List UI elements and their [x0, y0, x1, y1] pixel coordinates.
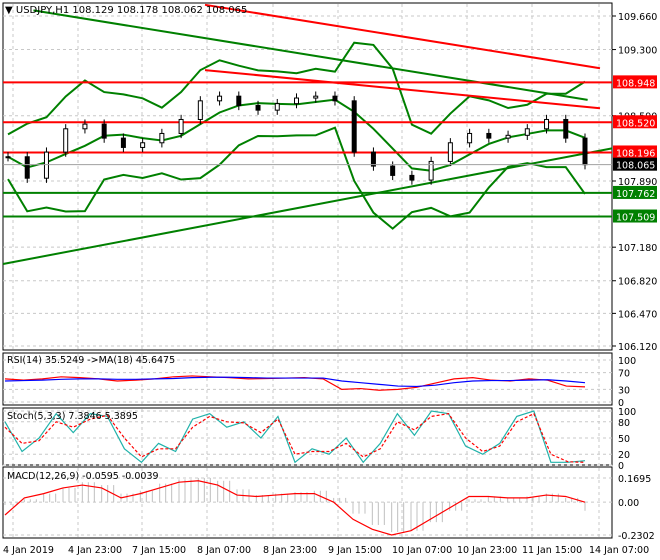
- candle-body: [428, 160, 434, 181]
- current-price-badge: [613, 157, 657, 171]
- ohlc-open: 108.129: [72, 5, 114, 16]
- candle-body: [120, 137, 126, 148]
- candle-body: [5, 156, 11, 159]
- y-tick-label: 106.820: [618, 277, 657, 288]
- trendline: [204, 69, 601, 110]
- level-badge: [613, 75, 657, 89]
- candle-body: [447, 142, 453, 162]
- candle-body: [370, 151, 376, 167]
- level-value: 108.520: [616, 118, 655, 129]
- level-badge: [613, 209, 657, 223]
- rsi-ma-line: [4, 376, 586, 388]
- candle-body: [563, 118, 569, 139]
- y-tick-label: -0.2302: [618, 531, 655, 542]
- y-tick-label: 0: [618, 398, 624, 409]
- candle-body: [178, 118, 184, 134]
- candle-body: [140, 142, 146, 148]
- panel-border-2: [2, 407, 613, 466]
- y-tick-label: 30: [618, 385, 630, 396]
- y-tick-label: 0.00: [618, 498, 639, 509]
- x-tick-label: 9 Jan 15:00: [328, 545, 382, 556]
- candle-body: [332, 95, 338, 102]
- panel-border-1: [2, 352, 613, 406]
- rsi-label: RSI(14) 35.5249 ->MA(18) 45.6475: [7, 355, 176, 366]
- x-tick-label: 7 Jan 15:00: [132, 545, 186, 556]
- y-tick-label: 0.1695: [618, 474, 651, 485]
- y-tick-label: 100: [618, 407, 636, 418]
- y-tick-label: 80: [618, 418, 630, 429]
- collapse-arrow-icon[interactable]: ▼: [5, 5, 13, 16]
- macd-signal-line: [4, 480, 586, 536]
- candle-body: [159, 132, 165, 144]
- candle-body: [409, 174, 415, 181]
- candle-body: [582, 137, 588, 166]
- chart-header: ▼ USDJPY,H1 108.129 108.178 108.062 108.…: [5, 5, 247, 16]
- candle-body: [467, 132, 473, 144]
- candle-body: [294, 97, 299, 105]
- y-tick-label: 106.470: [618, 309, 657, 320]
- x-tick-label: 10 Jan 23:00: [457, 545, 517, 556]
- bollinger-lower: [7, 126, 586, 230]
- y-tick-label: 109.300: [618, 46, 657, 57]
- x-tick-label: 14 Jan 07:00: [589, 545, 649, 556]
- candle-body: [505, 134, 511, 139]
- level-badge: [613, 185, 657, 199]
- ohlc-high: 108.178: [116, 5, 159, 16]
- trendline: [2, 147, 613, 265]
- candle-body: [24, 156, 30, 179]
- y-tick-label: 106.120: [618, 342, 657, 353]
- bollinger-upper: [7, 41, 586, 136]
- candle-body: [236, 95, 242, 106]
- symbol-title: USDJPY,H1: [15, 5, 70, 16]
- candle-body: [197, 100, 203, 120]
- candle-body: [63, 128, 69, 153]
- stoch-label: Stoch(5,3,3) 7.3846 5.3895: [7, 411, 138, 422]
- panel-border-0: [2, 2, 613, 351]
- candle-body: [351, 100, 357, 153]
- x-tick-label: 10 Jan 07:00: [392, 545, 452, 556]
- candle-body: [486, 132, 492, 139]
- candle-body: [255, 104, 261, 111]
- y-tick-label: 20: [618, 450, 630, 461]
- level-badge: [613, 145, 657, 159]
- level-badge: [613, 115, 657, 129]
- candle-body: [313, 95, 319, 99]
- stoch-main-line: [4, 410, 586, 464]
- ohlc-low: 108.062: [161, 5, 203, 16]
- candle-body: [390, 165, 396, 176]
- current-price-value: 108.065: [616, 161, 655, 172]
- level-value: 108.196: [616, 148, 655, 159]
- candle-body: [82, 123, 88, 130]
- candle-body: [524, 128, 530, 136]
- level-value: 107.509: [616, 213, 655, 224]
- ohlc-close: 108.065: [206, 5, 248, 16]
- candle-body: [544, 118, 550, 130]
- y-tick-label: 100: [618, 356, 636, 367]
- candle-body: [274, 103, 280, 111]
- y-tick-label: 50: [618, 434, 630, 445]
- trendline: [204, 3, 601, 70]
- trendline: [33, 9, 588, 101]
- x-tick-label: 8 Jan 07:00: [197, 545, 251, 556]
- level-value: 107.762: [616, 189, 655, 200]
- y-tick-label: 107.180: [618, 243, 657, 254]
- x-tick-label: 4 Jan 23:00: [68, 545, 122, 556]
- x-tick-label: 4 Jan 2019: [3, 545, 54, 556]
- y-tick-label: 109.660: [618, 12, 657, 23]
- y-tick-label: 70: [618, 369, 630, 380]
- candle-body: [217, 95, 223, 102]
- y-tick-label: 0: [618, 461, 624, 472]
- candle-body: [101, 123, 107, 139]
- macd-label: MACD(12,26,9) -0.0595 -0.0039: [7, 471, 159, 482]
- y-tick-label: 107.890: [618, 177, 657, 188]
- level-value: 108.948: [616, 78, 655, 89]
- x-tick-label: 8 Jan 23:00: [263, 545, 317, 556]
- x-tick-label: 11 Jan 15:00: [522, 545, 582, 556]
